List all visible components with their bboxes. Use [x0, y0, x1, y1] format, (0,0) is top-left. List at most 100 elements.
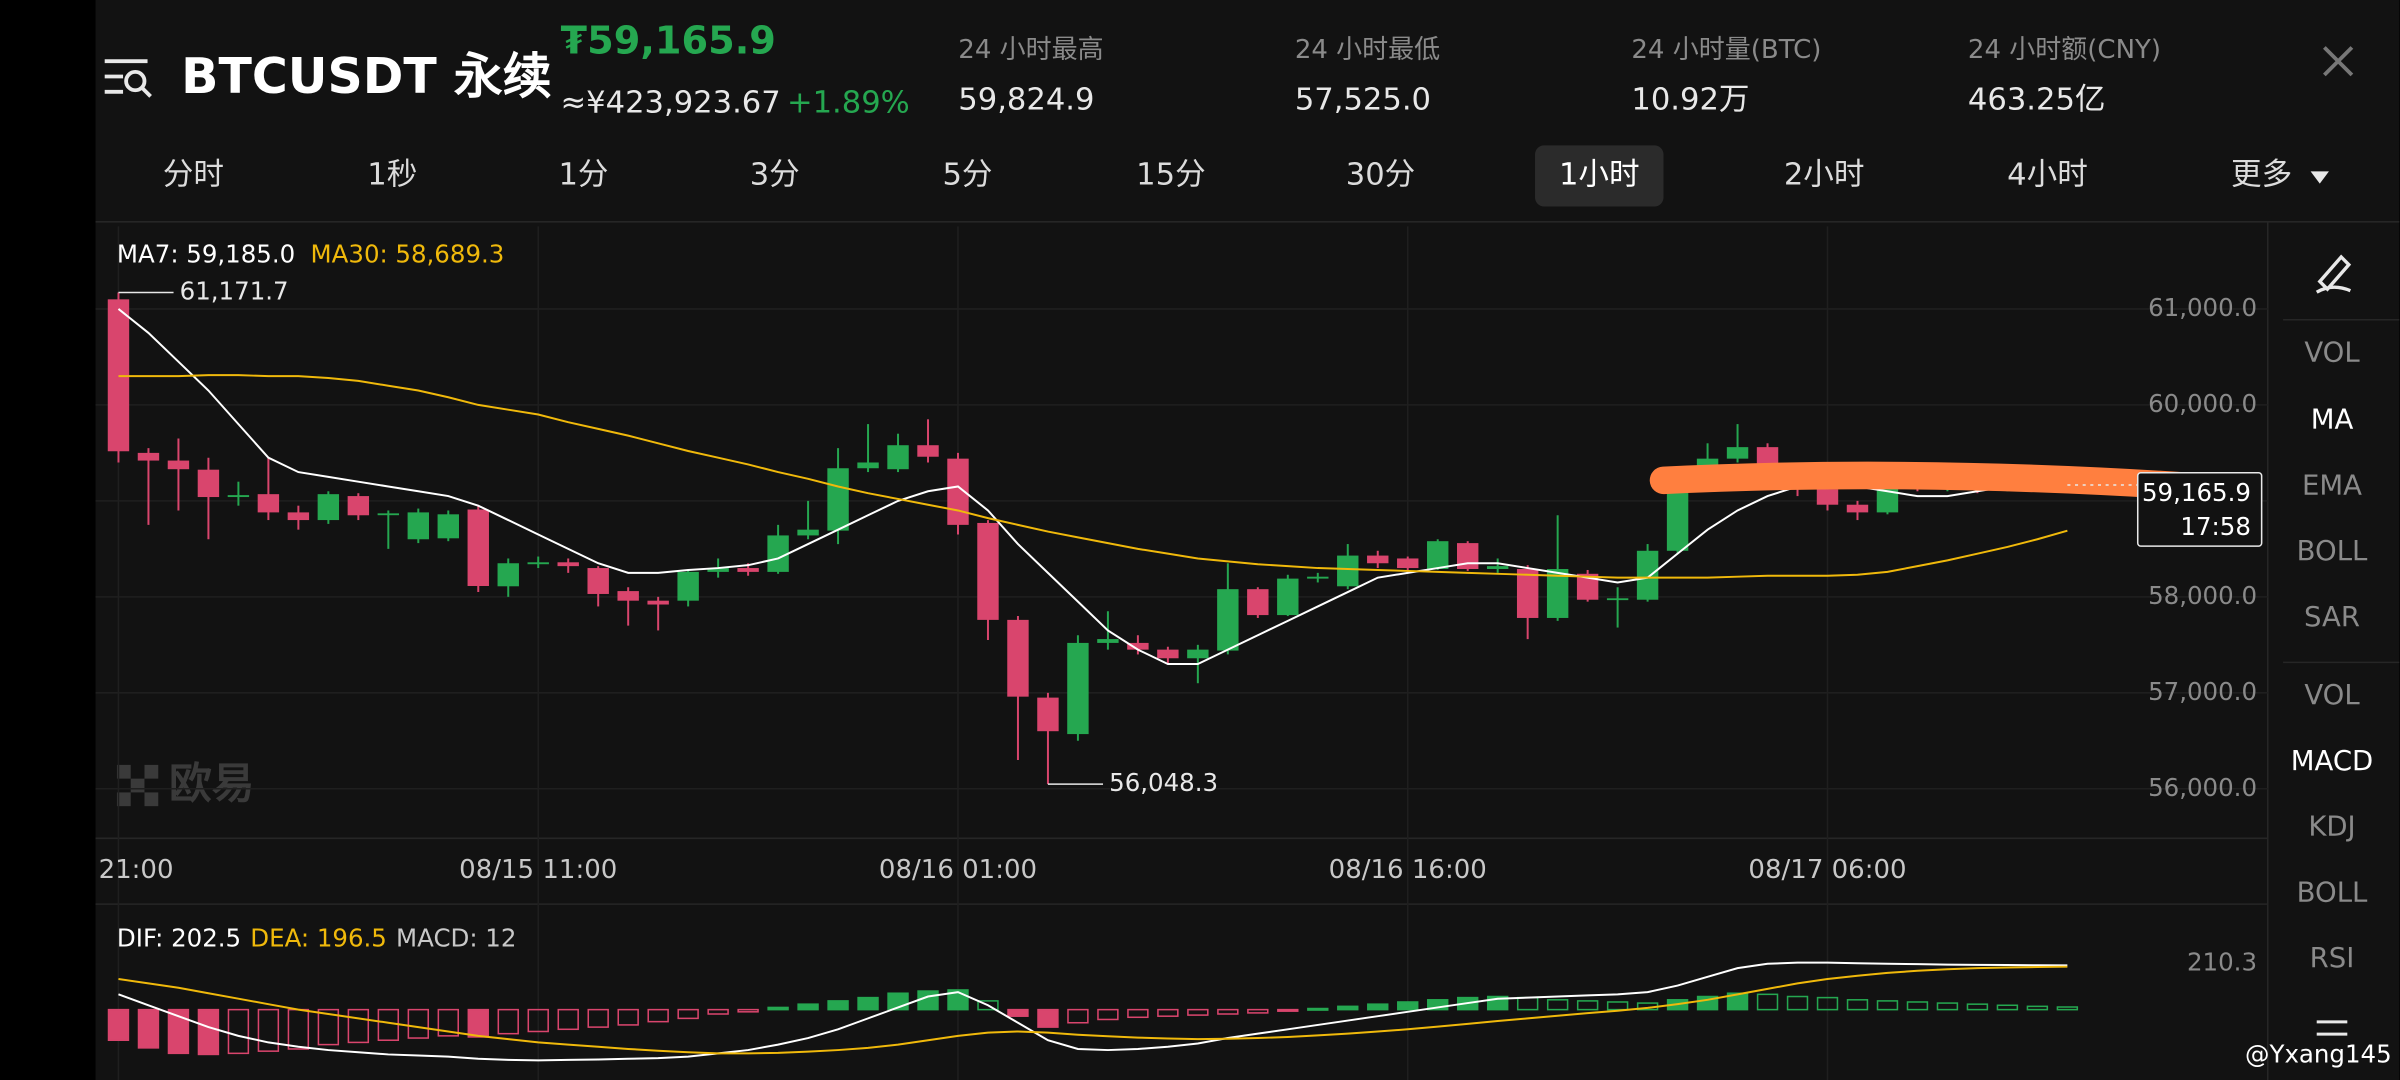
- candle-body: [347, 496, 370, 516]
- candle-body: [1367, 555, 1389, 564]
- more-arrow: [2310, 171, 2329, 184]
- candle-body: [827, 468, 849, 531]
- indicator-option[interactable]: RSI: [2310, 942, 2355, 974]
- candle-body: [857, 462, 879, 469]
- x-tick-label: 21:00: [99, 855, 174, 885]
- indicator-option[interactable]: MA: [2311, 404, 2354, 436]
- macd-bar: [2026, 1005, 2049, 1011]
- candle-body: [1067, 642, 1089, 735]
- legend-name: MACD:: [396, 923, 478, 952]
- y-tick-label: 61,000.0: [2148, 293, 2257, 322]
- draw-tool-icon[interactable]: [2315, 254, 2352, 294]
- candle-body: [677, 571, 699, 601]
- legend-name: DEA:: [250, 923, 309, 952]
- candle-body: [1187, 649, 1209, 659]
- macd-line: [118, 961, 2068, 1062]
- candle-body: [1606, 598, 1629, 601]
- close-button[interactable]: [2323, 46, 2354, 77]
- macd-bar: [1097, 1008, 1119, 1021]
- timeframe-tab[interactable]: 1小时: [1559, 157, 1640, 192]
- price-change: +1.89%: [787, 86, 910, 121]
- macd-bar: [257, 1008, 280, 1052]
- legend-name: MA7:: [117, 239, 179, 268]
- price-box: [2136, 471, 2263, 547]
- candle-body: [257, 494, 280, 513]
- timeframe-tab[interactable]: 分时: [163, 157, 224, 192]
- candle-body: [617, 591, 639, 601]
- macd-bar: [1247, 1008, 1269, 1014]
- macd-bar: [1187, 1008, 1209, 1016]
- candle-body: [1516, 569, 1539, 618]
- macd-bar: [1307, 1007, 1329, 1011]
- indicator-option[interactable]: MACD: [2291, 745, 2373, 777]
- stat-value: 463.25亿: [1968, 82, 2106, 117]
- y-tick-label: 60,000.0: [2148, 389, 2257, 418]
- y-tick-label: 57,000.0: [2148, 677, 2257, 706]
- macd-bar: [617, 1008, 639, 1026]
- candle-body: [1007, 619, 1029, 697]
- macd-bar: [1606, 1001, 1629, 1011]
- candle-body: [1127, 642, 1149, 650]
- candle-body: [1337, 555, 1359, 587]
- indicator-option[interactable]: SAR: [2304, 601, 2360, 633]
- timeframe-tab[interactable]: 1秒: [367, 157, 417, 192]
- macd-bar: [1127, 1008, 1149, 1019]
- timeframe-tab[interactable]: 3分: [750, 157, 800, 192]
- legend-value: 12: [485, 923, 516, 952]
- macd-bar: [1906, 1001, 1929, 1011]
- macd-bar: [587, 1008, 609, 1028]
- macd-bar: [1576, 1000, 1599, 1011]
- indicator-option[interactable]: BOLL: [2297, 876, 2368, 908]
- x-tick-label: 08/16 01:00: [879, 855, 1037, 885]
- macd-bar: [137, 1008, 160, 1049]
- macd-bar: [197, 1008, 220, 1056]
- indicator-option[interactable]: VOL: [2304, 336, 2360, 368]
- candle-body: [1157, 649, 1179, 659]
- timeframe-tab[interactable]: 15分: [1136, 157, 1206, 192]
- indicator-option[interactable]: EMA: [2302, 469, 2362, 501]
- timeframe-tab[interactable]: 5分: [942, 157, 992, 192]
- candle-body: [1876, 481, 1899, 513]
- stat-value: 59,824.9: [958, 82, 1094, 117]
- macd-bar: [1007, 1008, 1029, 1017]
- macd-bar: [647, 1008, 669, 1023]
- candle-body: [197, 469, 220, 498]
- macd-bar: [1397, 1001, 1419, 1011]
- candle-body: [1217, 589, 1239, 651]
- timeframe-tab[interactable]: 1分: [558, 157, 608, 192]
- candle-body: [1846, 504, 1869, 513]
- timeframe-tab[interactable]: 更多: [2231, 157, 2292, 192]
- stat-label: 24 小时额(CNY): [1968, 35, 2161, 65]
- timeframe-tab[interactable]: 4小时: [2007, 157, 2088, 192]
- candle-body: [947, 458, 969, 525]
- candle-body: [797, 529, 819, 536]
- legend-value: 59,185.0: [186, 239, 295, 268]
- macd-bar: [857, 996, 879, 1011]
- macd-bar: [1726, 992, 1749, 1011]
- stat-value: 10.92万: [1631, 82, 1749, 117]
- macd-bar: [1067, 1008, 1089, 1024]
- overlay-layer: 56,000.057,000.058,000.059,000.060,000.0…: [2067, 293, 2263, 802]
- candle-body: [1636, 550, 1659, 600]
- macd-bar: [977, 1000, 999, 1011]
- candle-body: [497, 563, 519, 587]
- legend-value: 196.5: [317, 923, 387, 952]
- bottom-icon[interactable]: [2316, 1020, 2348, 1036]
- menu-icon[interactable]: [104, 59, 152, 98]
- indicator-option[interactable]: KDJ: [2308, 811, 2355, 843]
- candle-body: [1427, 541, 1449, 570]
- candle-body: [407, 512, 430, 540]
- timeframe-selected: [1535, 145, 1664, 207]
- indicator-option[interactable]: BOLL: [2297, 535, 2368, 567]
- x-tick-label: 08/16 16:00: [1329, 855, 1487, 885]
- macd-bar: [1217, 1008, 1239, 1015]
- indicator-option[interactable]: VOL: [2304, 679, 2360, 711]
- timeframe-tab[interactable]: 2小时: [1784, 157, 1865, 192]
- macd-bar: [1996, 1004, 2019, 1011]
- timeframe-tab[interactable]: 30分: [1346, 157, 1416, 192]
- macd-bar: [407, 1008, 430, 1039]
- candle-body: [1397, 558, 1419, 569]
- macd-bar: [497, 1008, 519, 1035]
- candle-body: [1576, 573, 1599, 600]
